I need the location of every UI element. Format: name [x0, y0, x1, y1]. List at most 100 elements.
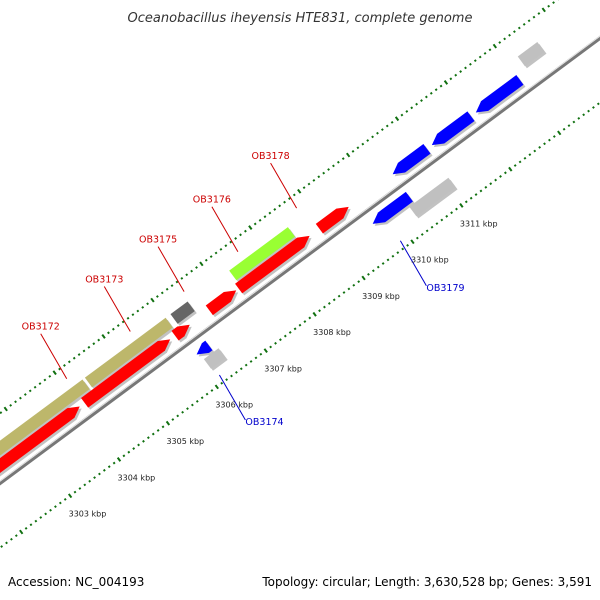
ruler-tick — [229, 240, 233, 244]
ruler-tick — [160, 291, 164, 295]
ruler-tick — [274, 341, 277, 345]
ruler-tick — [132, 447, 136, 450]
ruler-tick — [406, 243, 409, 247]
genome-feature-12 — [431, 111, 475, 146]
ruler-tick — [380, 128, 384, 131]
ruler-tick — [367, 272, 370, 276]
ruler-label: 3303 kbp — [69, 510, 107, 519]
ruler-tick — [415, 102, 419, 106]
ruler-tick — [429, 91, 433, 95]
ruler-tick — [195, 399, 199, 403]
ruler-tick — [394, 116, 400, 122]
genome-feature-7 — [171, 324, 190, 341]
label-leader-line — [270, 162, 298, 209]
ruler-tick — [176, 414, 180, 418]
ruler-tick — [181, 410, 185, 414]
genome-feature-8 — [205, 290, 237, 316]
ruler-tick — [522, 22, 526, 26]
ruler-tick — [396, 251, 400, 255]
ruler-tick — [93, 476, 96, 479]
ruler-tick — [239, 367, 243, 371]
ruler-tick — [312, 311, 317, 317]
ruler-tick — [293, 327, 297, 331]
ruler-tick — [307, 182, 311, 186]
ruler-tick — [186, 407, 189, 411]
ruler-tick — [116, 324, 120, 327]
ruler-tick — [332, 298, 336, 302]
ruler-tick — [54, 505, 57, 509]
ruler-tick — [214, 251, 218, 255]
ruler-tick — [527, 19, 531, 23]
ruler-tick — [19, 529, 24, 535]
genome-feature-2 — [84, 317, 173, 388]
ruler-tick — [302, 186, 306, 190]
ruler-tick — [381, 262, 385, 265]
ruler-tick — [443, 80, 449, 85]
ruler-tick — [469, 62, 472, 66]
ruler-tick — [234, 237, 238, 240]
ruler-tick — [312, 178, 316, 182]
ruler-tick — [10, 537, 13, 541]
ruler-tick — [478, 55, 482, 59]
ruler-tick — [455, 207, 458, 211]
ruler-tick — [92, 342, 96, 346]
ruler-tick — [244, 229, 247, 233]
ruler-tick — [43, 378, 47, 382]
ruler-tick — [499, 175, 502, 178]
ruler-tick — [263, 215, 267, 219]
ruler-tick — [347, 287, 351, 291]
ruler-tick — [508, 33, 511, 37]
ruler-tick — [151, 432, 155, 436]
ruler-tick — [273, 208, 277, 211]
genome-feature-17 — [372, 191, 413, 224]
ruler-tick — [175, 280, 179, 284]
ruler-tick — [323, 305, 326, 309]
genome-feature-10 — [315, 206, 349, 234]
ruler-tick — [337, 294, 341, 298]
ruler-label: 3304 kbp — [118, 473, 156, 482]
ruler-tick — [557, 130, 562, 136]
ruler-tick — [97, 338, 101, 342]
label-leader-line — [103, 286, 131, 332]
gene-labels: OB3172 OB3173 OB3175 OB3176 OB3178 OB3174 OB31… — [22, 151, 465, 428]
gene-label-ob3174: OB3174 — [245, 417, 283, 428]
ruler-tick — [513, 30, 516, 34]
ruler-tick — [210, 389, 214, 392]
ruler-tick — [494, 178, 498, 182]
ruler-tick — [376, 131, 379, 135]
ruler-tick — [356, 146, 360, 150]
ruler-tick — [371, 135, 374, 139]
ruler-tick — [142, 439, 145, 443]
ruler-tick — [14, 400, 17, 404]
ruler-tick — [317, 175, 321, 179]
ruler-tick — [538, 145, 542, 149]
ruler-tick — [0, 411, 3, 415]
ruler-tick — [547, 4, 551, 8]
feature-track — [0, 42, 547, 477]
genome-feature-18 — [409, 177, 456, 217]
ruler-tick — [498, 41, 502, 44]
ruler-tick — [9, 403, 13, 407]
ruler-tick — [269, 345, 273, 349]
ruler-tick — [504, 171, 507, 175]
ruler-tick — [434, 88, 438, 92]
ruler-tick — [116, 457, 122, 462]
ruler-tick — [543, 142, 546, 146]
ruler-tick — [136, 309, 140, 313]
ruler-tick — [268, 211, 272, 215]
ruler-tick — [327, 302, 331, 305]
ruler-tick — [48, 374, 52, 378]
ruler-tick — [345, 152, 351, 158]
ruler-tick — [454, 73, 458, 77]
ruler-tick — [405, 110, 409, 113]
ruler-tick — [582, 113, 586, 117]
ruler-tick — [336, 160, 340, 164]
ruler-tick — [77, 353, 81, 356]
ruler-tick — [146, 436, 150, 440]
ruler-label: 3305 kbp — [166, 437, 204, 446]
ruler-tick — [23, 393, 27, 396]
map-title: Oceanobacillus iheyensis HTE831, complet… — [128, 11, 473, 26]
ruler-tick — [141, 305, 145, 309]
genome-feature-11 — [392, 143, 431, 175]
ruler-tick — [112, 461, 116, 465]
